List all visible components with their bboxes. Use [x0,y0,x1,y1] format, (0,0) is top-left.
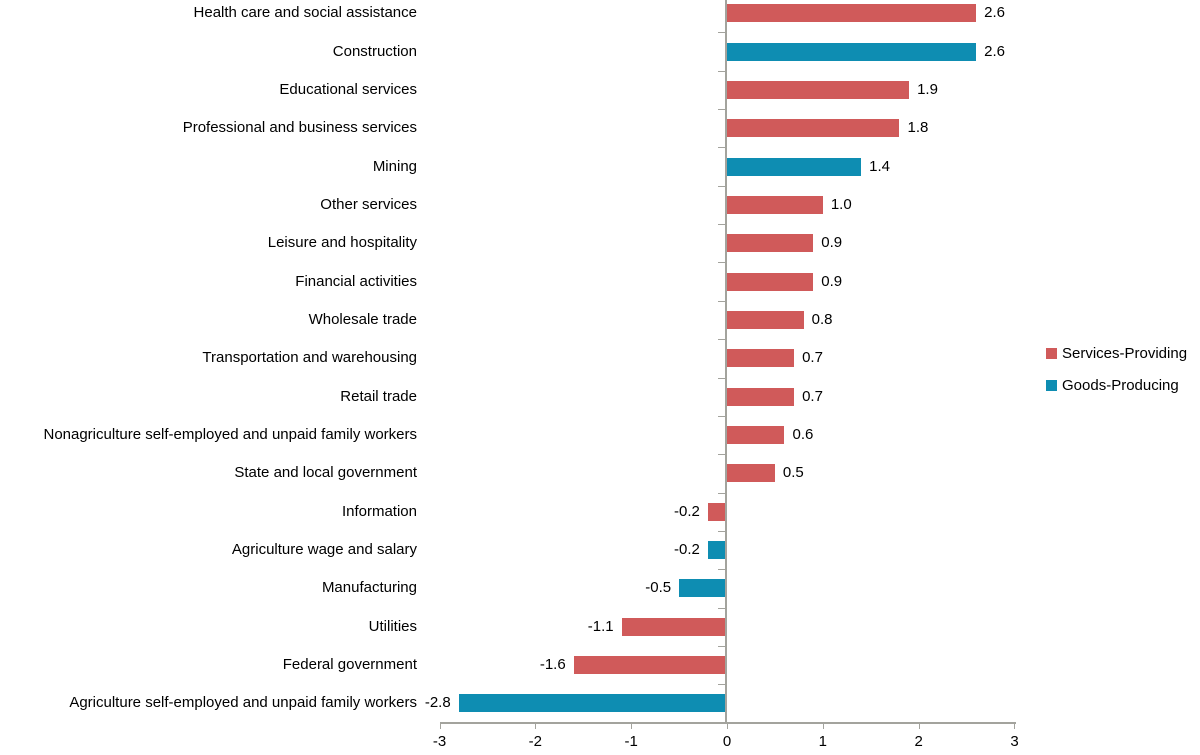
bar-services [727,4,977,23]
bar-services [727,349,795,368]
value-label: 2.6 [984,4,1006,22]
legend-swatch-services-providing [1046,347,1057,359]
x-axis-tick [631,722,633,729]
bar-services [727,119,900,138]
value-label: 0.7 [802,349,823,367]
y-axis-tick [718,378,725,379]
y-axis-line [725,0,727,723]
category-label: Leisure and hospitality [267,234,417,252]
value-label: 0.9 [821,272,843,290]
legend-label-goods-producing: Goods-Producing [1062,376,1179,394]
y-axis-tick [718,569,725,570]
bar-goods [727,42,977,61]
y-axis-tick [718,186,725,187]
value-label: 2.6 [984,42,1006,60]
bar-services [621,617,727,636]
value-label: -0.5 [645,579,672,597]
x-axis-tick-label: 2 [914,733,923,750]
y-axis-tick [718,32,725,33]
x-axis-tick-label: 1 [818,733,827,750]
x-axis-tick [822,722,824,729]
bar-services [727,387,795,406]
category-label: Agriculture self-employed and unpaid fam… [69,694,417,712]
value-label: 0.5 [782,464,804,482]
legend-label-services-providing: Services-Providing [1062,344,1188,362]
value-label: 0.8 [811,310,833,328]
x-axis-tick [1014,722,1016,729]
bar-services [727,80,910,99]
value-label: 1.0 [830,195,852,213]
category-label: Manufacturing [321,579,417,597]
value-label: 0.6 [792,426,814,444]
x-axis-tick-label: 3 [1010,733,1019,750]
x-axis-tick [727,722,728,729]
value-label: -0.2 [673,502,700,520]
value-label: 1.9 [917,80,938,98]
bar-services [727,426,785,445]
bar-services [727,195,823,214]
y-axis-tick [718,262,725,263]
category-label: Mining [372,157,417,175]
y-axis-tick [718,416,725,417]
category-label: Health care and social assistance [193,4,417,22]
x-axis-tick-label: -1 [624,733,638,750]
x-axis-tick-label: -2 [528,733,542,750]
value-label: 0.9 [821,234,843,252]
value-label: 1.4 [869,157,891,175]
category-label: Information [341,502,417,520]
y-axis-tick [718,531,725,532]
value-label: 1.8 [907,119,929,137]
value-label: -1.1 [587,617,614,635]
category-label: Wholesale trade [308,310,417,328]
bar-goods [727,157,862,176]
legend-item-services-providing: Services-Providing [1046,344,1187,362]
value-label: -1.6 [539,656,566,674]
category-label: Utilities [368,617,417,635]
category-label: Federal government [282,656,417,674]
category-label: Agriculture wage and salary [231,541,417,559]
category-label: Educational services [279,80,417,98]
y-axis-tick [718,147,725,148]
bar-services [727,310,804,329]
bar-services [707,502,727,521]
category-label: Construction [332,42,417,60]
legend-swatch-goods-producing [1046,379,1057,391]
value-label: -0.2 [673,541,700,559]
bar-services [727,272,814,291]
x-axis-tick [535,722,537,729]
x-axis-tick-label: -3 [432,733,447,750]
category-label: Nonagriculture self-employed and unpaid … [43,426,417,444]
value-label: 0.7 [802,387,823,405]
legend: Services-Providing Goods-Producing [1046,344,1187,408]
y-axis-tick [718,301,725,302]
bar-services [573,656,727,675]
value-label: -2.8 [424,694,451,712]
category-label: Other services [320,195,417,213]
x-axis-tick [439,722,441,729]
x-axis-tick-label: 0 [722,733,732,750]
category-label: Retail trade [340,387,417,405]
legend-item-goods-producing: Goods-Producing [1046,376,1187,394]
y-axis-tick [718,224,725,225]
y-axis-tick [718,454,725,455]
bar-services [727,234,814,253]
bar-goods [707,541,727,560]
bar-goods [679,579,727,598]
y-axis-tick [718,109,725,110]
category-label: Professional and business services [182,119,417,137]
bar-goods [458,694,727,713]
x-axis-tick [918,722,920,729]
y-axis-tick [718,684,725,685]
y-axis-tick [718,493,725,494]
category-label: State and local government [234,464,417,482]
category-label: Financial activities [295,272,417,290]
y-axis-tick [718,339,725,340]
y-axis-tick [718,71,725,72]
y-axis-tick [718,608,725,609]
bar-services [727,464,775,483]
category-label: Transportation and warehousing [202,349,417,367]
y-axis-tick [718,646,725,647]
